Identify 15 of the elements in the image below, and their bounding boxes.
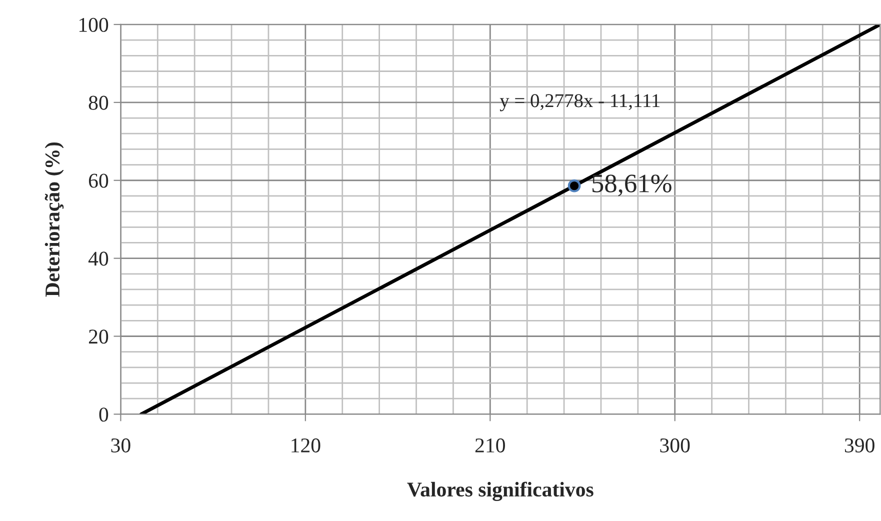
x-tick-label: 300 <box>660 438 690 452</box>
y-tick-label: 20 <box>88 330 108 344</box>
y-axis-title: Deterioração (%) <box>44 142 64 297</box>
x-tick-label: 120 <box>292 438 320 452</box>
x-tick-label: 30 <box>111 438 130 452</box>
annotation: y = 0,2778x - 11,111 <box>500 94 660 112</box>
y-tick-label: 100 <box>79 18 108 32</box>
x-axis-title: Valores significativos <box>407 482 594 501</box>
y-tick-label: 0 <box>99 408 108 422</box>
data-label: 58,61% <box>592 174 672 196</box>
y-tick-label: 80 <box>88 96 108 110</box>
x-tick-label: 210 <box>475 438 505 452</box>
x-tick-label: 390 <box>844 438 874 452</box>
y-tick-label: 60 <box>88 174 108 188</box>
y-tick-label: 40 <box>88 252 108 266</box>
